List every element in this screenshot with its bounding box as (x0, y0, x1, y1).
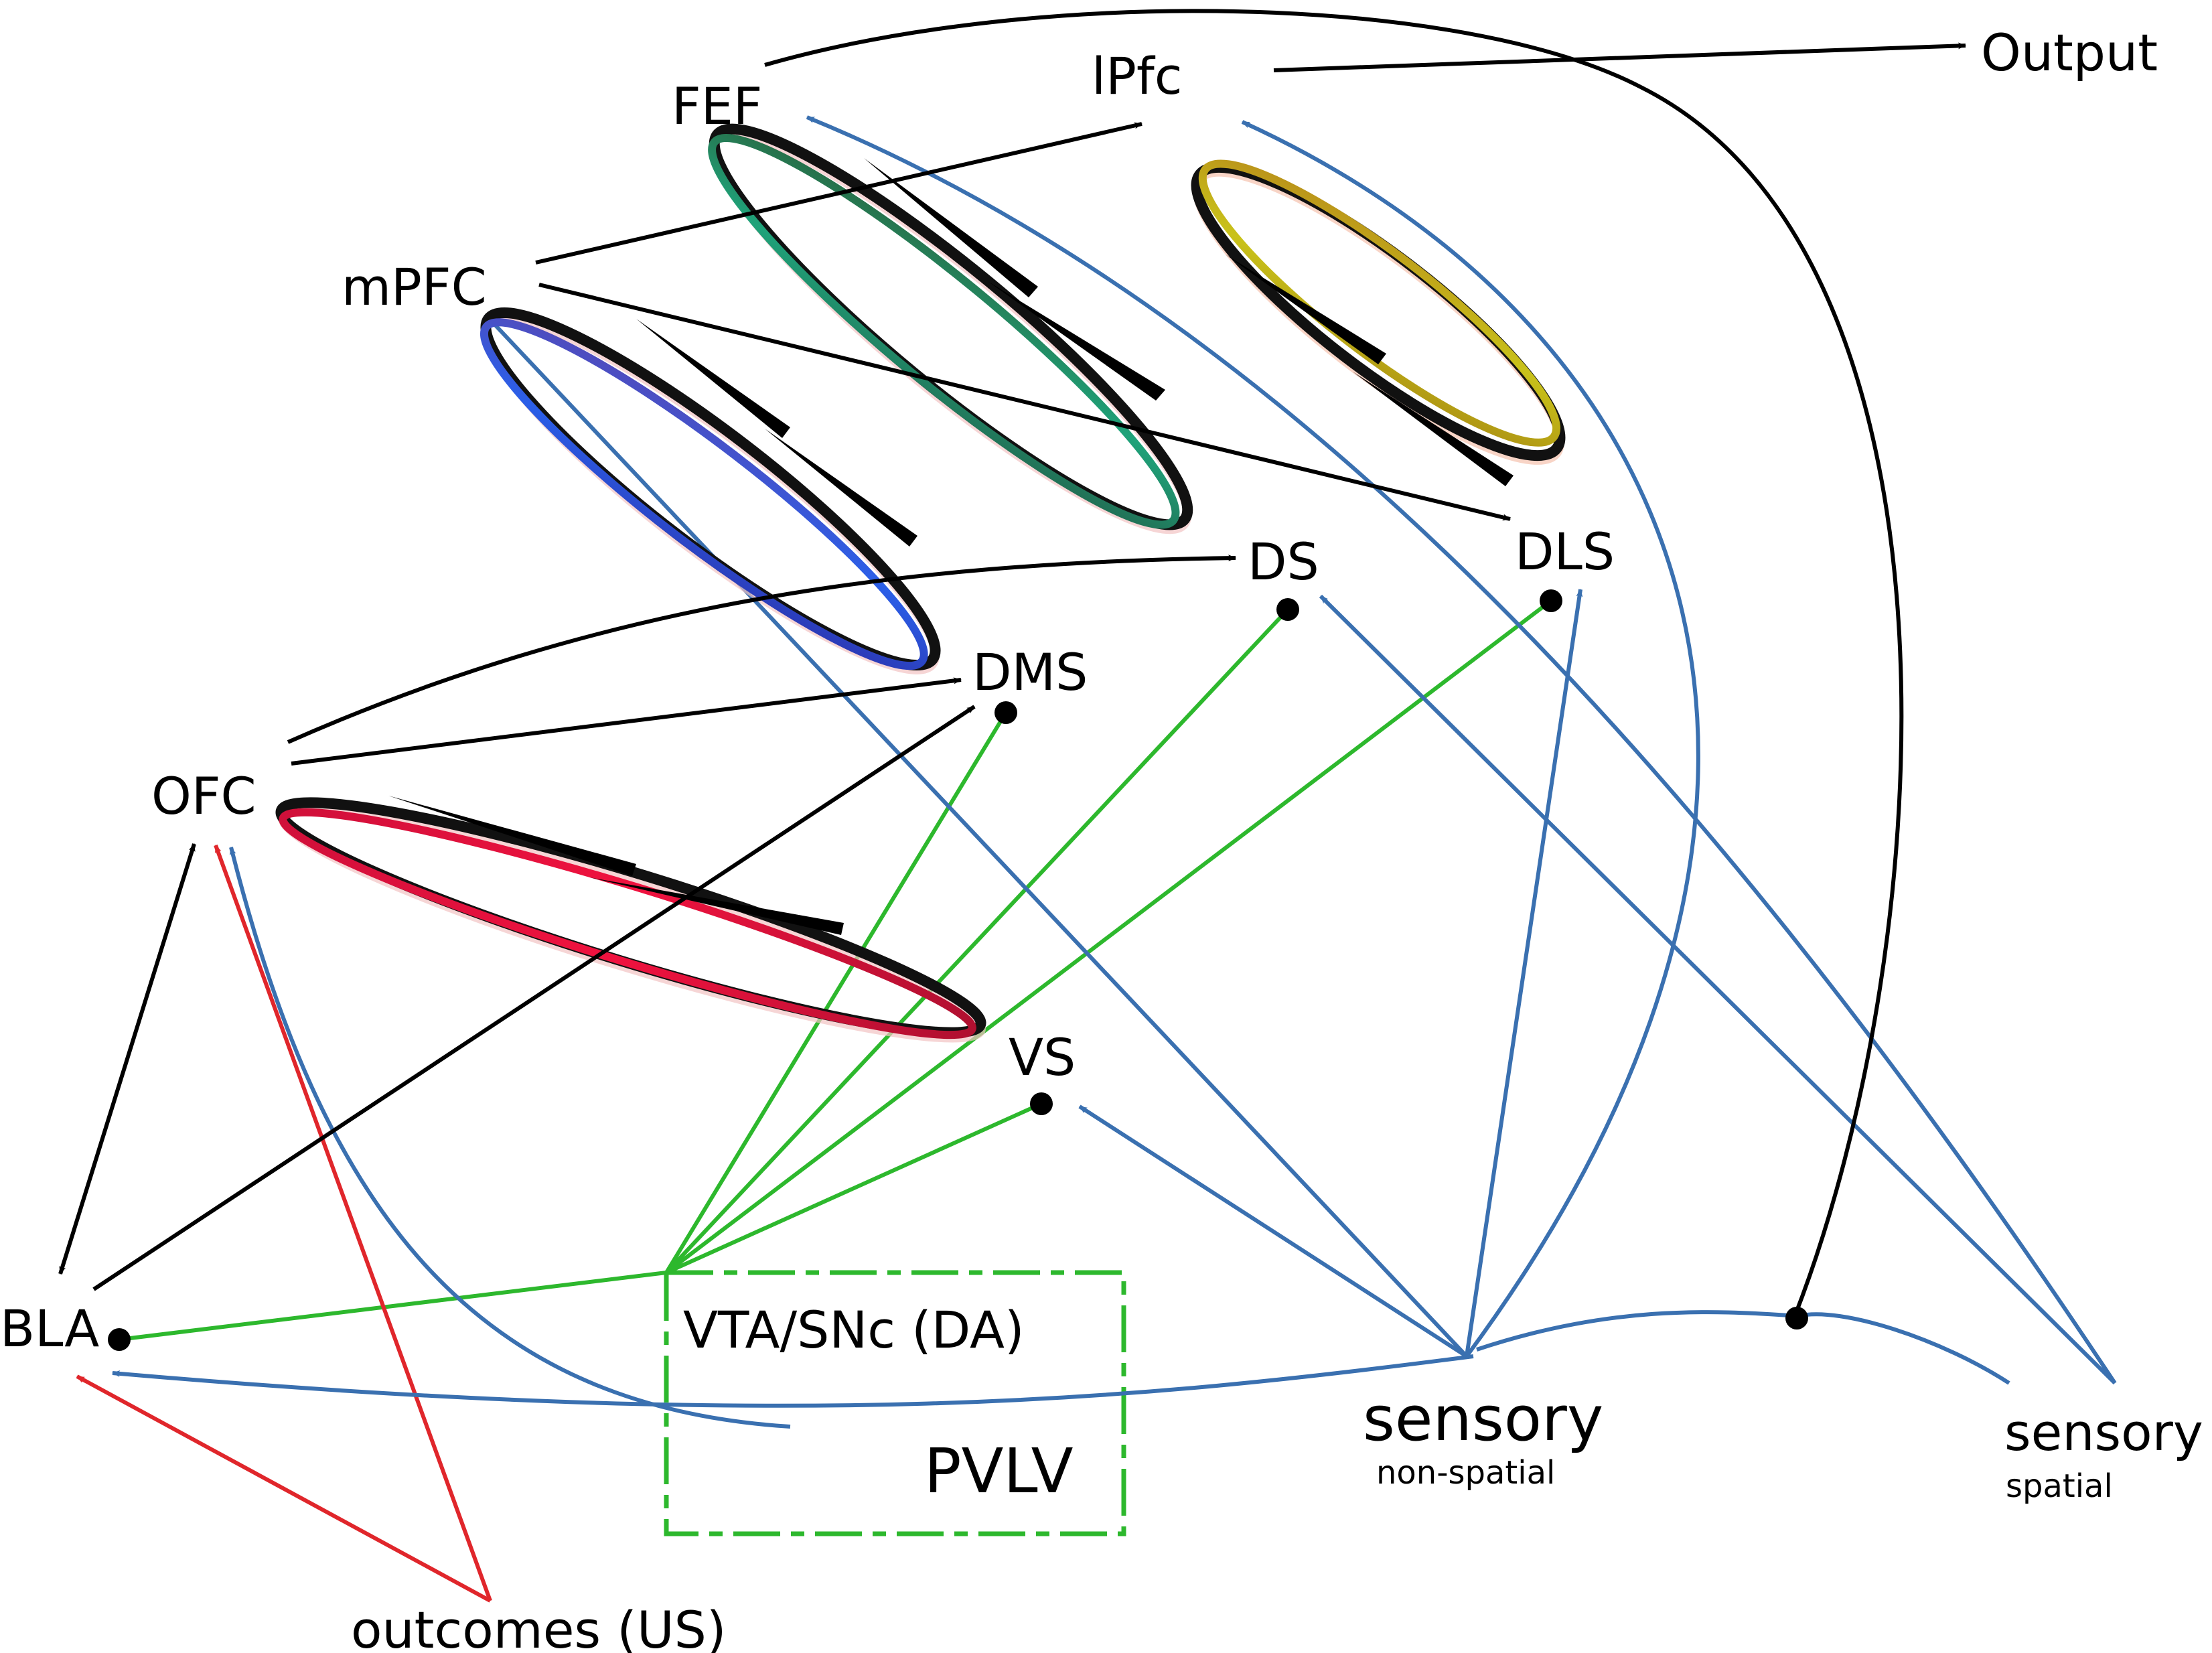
terminal-dots (108, 589, 1808, 1351)
label-output: Output (1981, 23, 2158, 82)
sensory-to-bla (113, 1356, 1473, 1406)
label-sensory-nonspatial-sub: non-spatial (1376, 1454, 1555, 1492)
da-to-ds (666, 609, 1288, 1273)
label-vta: VTA/SNc (DA) (683, 1300, 1025, 1360)
ofc-to-dms (291, 680, 961, 764)
outcomes-to-bla (77, 1376, 490, 1601)
loop-mpfc-dms (452, 274, 970, 709)
dot-dls (1540, 589, 1562, 612)
label-vs: VS (1009, 1027, 1076, 1087)
sensory-baseline (1477, 1312, 2009, 1383)
dot-ds (1276, 598, 1299, 621)
label-bla: BLA (0, 1299, 99, 1358)
label-lpfc: lPfc (1092, 46, 1183, 106)
dot-vs (1030, 1092, 1053, 1115)
label-sensory-nonspatial: sensory (1363, 1383, 1603, 1455)
loop-lpfc-dls (1163, 129, 1595, 498)
dot-sensory-junction (1785, 1307, 1808, 1329)
loop-fef-ds (677, 89, 1224, 571)
label-dms: DMS (972, 642, 1088, 702)
ofc-to-ds (288, 558, 1236, 742)
label-mpfc: mPFC (342, 257, 487, 317)
label-fef: FEF (672, 76, 762, 136)
dot-bla (108, 1328, 131, 1351)
sensory-to-vs (1080, 1106, 1467, 1356)
label-sensory-spatial-sub: spatial (2006, 1467, 2113, 1505)
label-sensory-spatial: sensory (2004, 1403, 2203, 1462)
bla-ofc-bidirectional (60, 844, 194, 1274)
dopamine-projections (119, 601, 1551, 1340)
loop-ofc-vs (267, 768, 996, 1072)
outcome-projections (77, 845, 490, 1601)
label-pvlv: PVLV (924, 1435, 1074, 1507)
label-dls: DLS (1515, 522, 1615, 581)
label-outcomes: outcomes (US) (351, 1600, 726, 1653)
dot-dms (994, 701, 1017, 724)
lpfc-to-output (1274, 46, 1966, 70)
sensory-to-dls (1467, 589, 1580, 1356)
spatial-to-ds (1321, 596, 2115, 1383)
label-ofc: OFC (151, 766, 256, 826)
outcomes-to-ofc (216, 845, 490, 1601)
label-ds: DS (1248, 532, 1319, 591)
